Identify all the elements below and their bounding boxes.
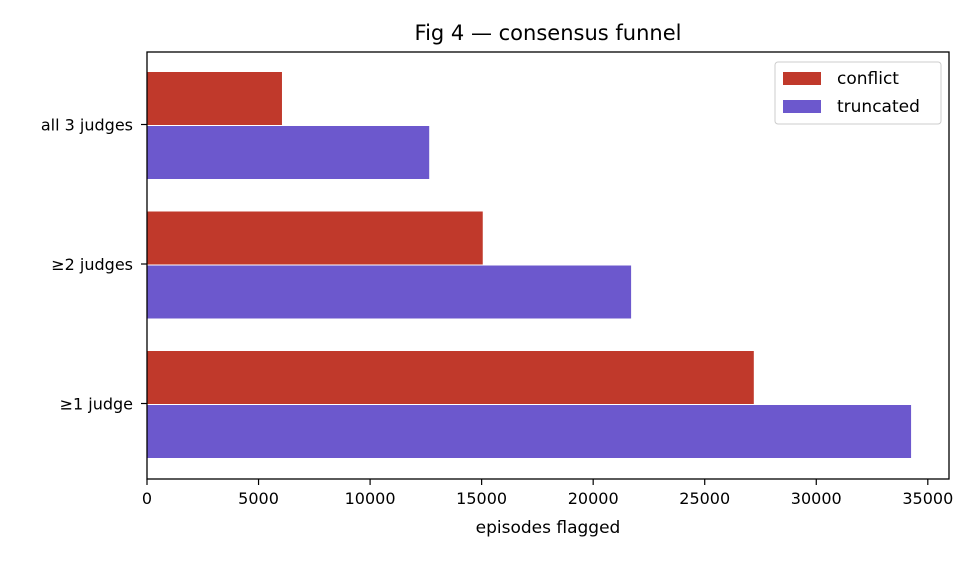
- x-tick-label-7: 35000: [902, 489, 953, 508]
- x-tick-label-0: 0: [142, 489, 152, 508]
- bar-truncated-2: [147, 405, 912, 458]
- y-tick-label-1: ≥2 judges: [51, 255, 133, 274]
- y-axis: all 3 judges ≥2 judges ≥1 judge: [41, 116, 147, 414]
- legend-label-truncated: truncated: [837, 97, 920, 117]
- x-tick-label-6: 30000: [791, 489, 842, 508]
- bar-conflict-2: [147, 351, 754, 404]
- x-tick-label-5: 25000: [679, 489, 730, 508]
- plot-frame: [146, 51, 950, 480]
- legend-swatch-conflict: [783, 72, 821, 85]
- bar-truncated-0: [147, 126, 430, 179]
- bar-conflict-0: [147, 72, 282, 125]
- legend: conflict truncated: [774, 61, 942, 125]
- bar-truncated-1: [147, 265, 632, 319]
- y-tick-label-0: all 3 judges: [41, 116, 133, 135]
- y-tick-label-2: ≥1 judge: [60, 395, 133, 414]
- bars-group: [147, 72, 912, 458]
- x-axis-label: episodes flagged: [476, 518, 621, 538]
- x-tick-label-4: 20000: [568, 489, 619, 508]
- x-axis: 0 5000 10000 15000 20000 25000 30000 35000: [142, 479, 953, 508]
- chart-title: Fig 4 — consensus funnel: [415, 21, 682, 45]
- x-tick-label-2: 10000: [345, 489, 396, 508]
- x-tick-label-1: 5000: [238, 489, 279, 508]
- legend-swatch-truncated: [783, 100, 821, 113]
- bar-conflict-1: [147, 211, 483, 265]
- x-tick-label-3: 15000: [456, 489, 507, 508]
- legend-label-conflict: conflict: [837, 69, 899, 89]
